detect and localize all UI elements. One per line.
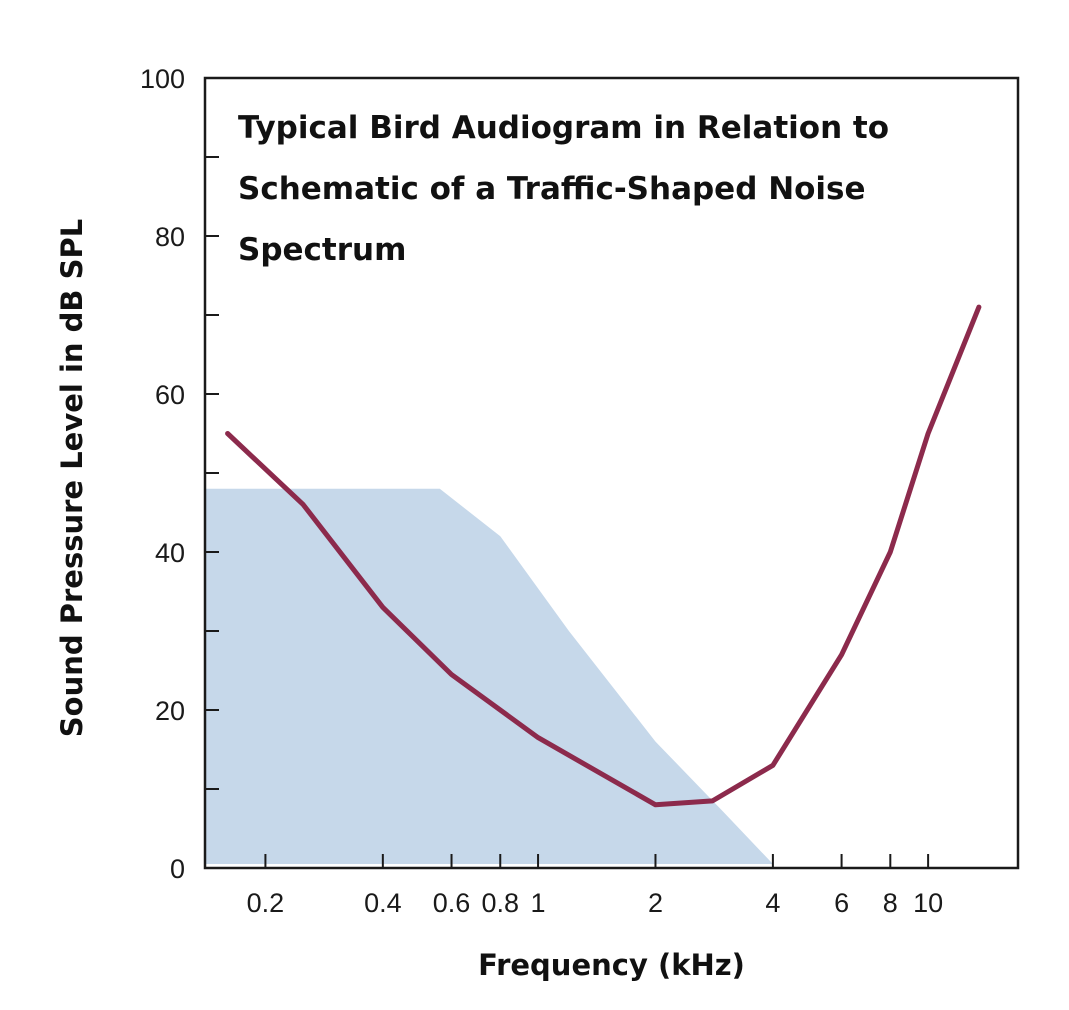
- x-tick-label: 0.2: [247, 888, 285, 918]
- y-axis-title: Sound Pressure Level in dB SPL: [55, 219, 89, 737]
- y-tick-label: 20: [155, 696, 185, 726]
- noise-spectrum-area-layer: [205, 488, 773, 864]
- x-tick-label: 0.4: [364, 888, 402, 918]
- noise-spectrum-area: [205, 488, 773, 864]
- chart-title-line: Spectrum: [238, 232, 406, 268]
- y-tick-label: 100: [140, 64, 185, 94]
- x-tick-labels: 0.2 0.4 0.6 0.8 1 2 4 6 8 10: [247, 888, 943, 918]
- y-tick-label: 80: [155, 222, 185, 252]
- audiogram-line: [225, 304, 982, 808]
- y-tick-labels: 0 20 40 60 80 100: [140, 64, 185, 884]
- chart-title: Typical Bird Audiogram in Relation to Sch…: [238, 110, 889, 268]
- x-tick-label: 4: [765, 888, 780, 918]
- y-tick-label: 0: [170, 854, 185, 884]
- audiogram-line-layer: [225, 304, 982, 808]
- y-tick-label: 60: [155, 380, 185, 410]
- axis-ticks: [205, 77, 930, 869]
- x-tick-label: 6: [834, 888, 849, 918]
- x-tick-label: 0.8: [481, 888, 519, 918]
- x-tick-label: 1: [531, 888, 546, 918]
- x-tick-label: 2: [648, 888, 663, 918]
- x-tick-label: 10: [913, 888, 943, 918]
- x-axis-title: Frequency (kHz): [478, 948, 745, 982]
- chart-title-line: Typical Bird Audiogram in Relation to: [238, 110, 889, 146]
- chart-title-line: Schematic of a Traffic-Shaped Noise: [238, 171, 866, 207]
- y-tick-label: 40: [155, 538, 185, 568]
- x-tick-label: 0.6: [433, 888, 471, 918]
- x-tick-label: 8: [883, 888, 898, 918]
